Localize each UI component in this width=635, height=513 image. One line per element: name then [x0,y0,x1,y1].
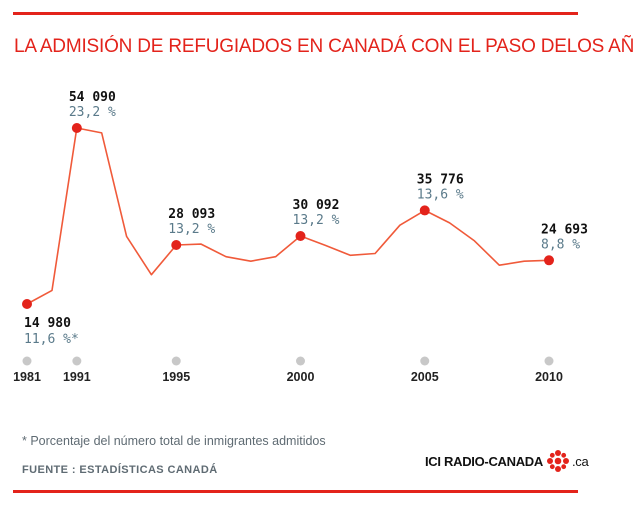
bottom-rule [13,490,578,493]
data-percent-label: 23,2 % [69,105,116,120]
x-tick-dot [296,356,305,366]
x-tick-label: 2010 [535,370,563,384]
series-line [26,127,550,305]
data-value-label: 35 776 [417,172,464,187]
logo-text-left: ICI RADIO-CANADA [425,453,543,469]
data-value-label: 24 693 [541,222,588,237]
data-value-label: 28 093 [168,207,215,222]
cbc-gem-icon [546,450,569,472]
data-point [71,123,82,133]
data-percent-label: 13,2 % [168,222,215,237]
x-tick-dot [171,356,181,366]
source-credit: FUENTE : ESTADÍSTICAS CANADÁ [22,464,218,476]
data-percent-label: 8,8 % [541,237,580,252]
x-tick-label: 2005 [411,370,439,384]
data-percent-label: 13,6 % [417,187,464,202]
x-tick-label: 1981 [13,370,41,384]
x-tick-dot [544,356,554,366]
data-percent-label: 13,2 % [293,213,340,228]
x-tick-label: 2000 [287,370,315,384]
x-tick-label: 1995 [162,370,190,384]
top-rule [13,12,578,15]
logo-text-right: .ca [571,453,589,469]
data-value-label: 30 092 [293,198,340,213]
radio-canada-logo: ICI RADIO-CANADA .ca [425,448,589,474]
data-percent-label: 11,6 %* [24,332,79,347]
data-point [171,239,182,250]
data-point [544,255,554,266]
chart-title: LA ADMISIÓN DE REFUGIADOS EN CANADÁ CON … [14,36,635,57]
data-value-label: 14 980 [24,316,71,331]
data-point [295,230,306,241]
x-tick-dot [22,356,32,366]
x-tick-dot [420,356,430,366]
footnote: * Porcentaje del número total de inmigra… [22,434,326,448]
data-point [419,205,430,216]
data-point [22,299,32,309]
x-tick-dot [72,356,82,366]
data-value-label: 54 090 [69,90,116,105]
x-tick-label: 1991 [63,370,91,384]
